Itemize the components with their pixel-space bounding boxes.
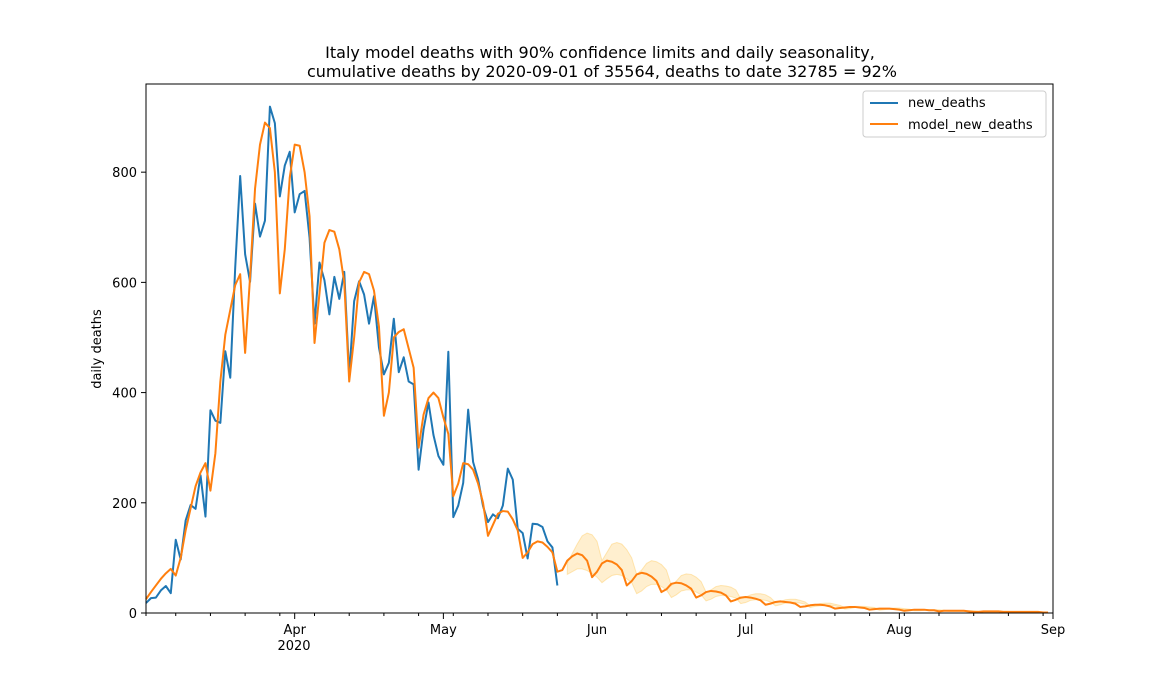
y-tick-label: 400	[112, 387, 137, 402]
plot-frame	[145, 83, 1054, 614]
x-tick-label: Apr	[283, 623, 306, 638]
chart-subtitle: cumulative deaths by 2020-09-01 of 35564…	[307, 62, 897, 81]
y-tick-label: 800	[112, 166, 137, 181]
axes: 0 200 400 600 800 Apr May Jun Jul Aug Sep	[112, 166, 1065, 638]
y-tick-label: 0	[129, 607, 137, 622]
series-line-model-new-deaths	[145, 121, 1049, 614]
x-tick-label: Jul	[737, 623, 754, 638]
y-axis-label: daily deaths	[90, 309, 105, 389]
legend-box	[862, 90, 1047, 138]
y-tick-label: 200	[112, 497, 137, 512]
chart-title: Italy model deaths with 90% confidence l…	[325, 43, 875, 62]
series-layer	[145, 105, 1049, 614]
x-year-label: 2020	[277, 639, 310, 654]
x-tick-label: Jun	[586, 623, 607, 638]
x-tick-label: May	[430, 623, 457, 638]
series-line-new-deaths	[145, 105, 559, 604]
x-tick-label: Sep	[1041, 623, 1066, 638]
y-tick-label: 600	[112, 276, 137, 291]
legend-label-new-deaths: new_deaths	[908, 96, 986, 111]
x-tick-label: Aug	[887, 623, 912, 638]
legend: new_deaths model_new_deaths	[862, 90, 1047, 138]
legend-label-model-new-deaths: model_new_deaths	[908, 118, 1033, 133]
